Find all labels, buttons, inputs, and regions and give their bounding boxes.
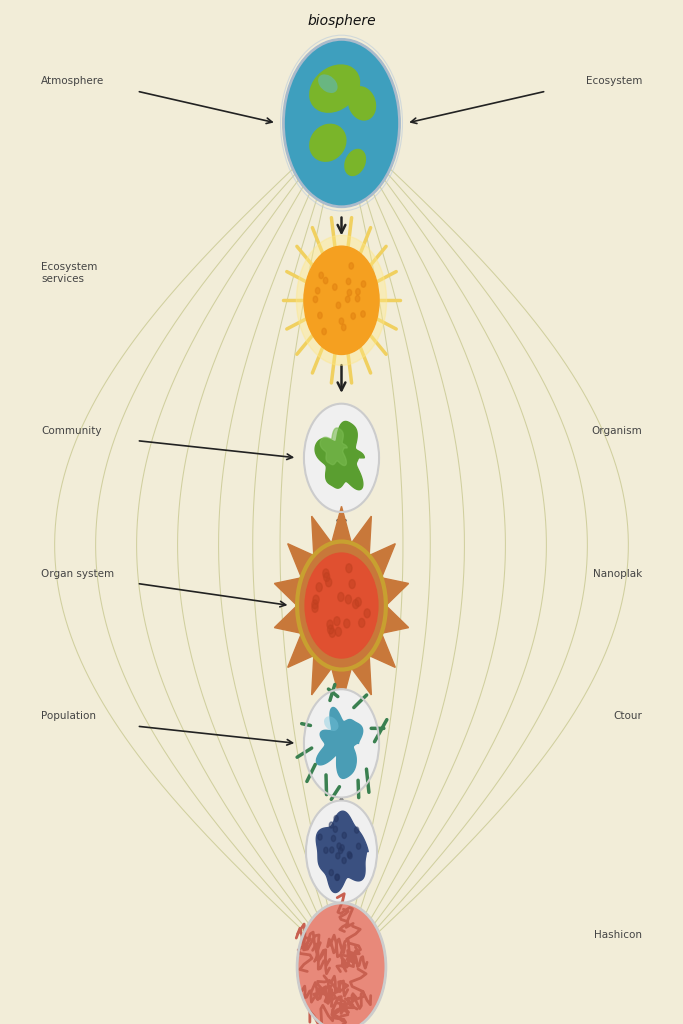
Text: Ecosystem
services: Ecosystem services [41,262,98,284]
Circle shape [355,295,360,302]
Circle shape [361,281,365,288]
Polygon shape [316,811,368,893]
Circle shape [357,843,361,849]
Text: Population: Population [41,712,96,721]
Text: Hashicon: Hashicon [594,930,642,940]
Ellipse shape [344,148,366,176]
Circle shape [322,329,326,335]
Circle shape [337,843,342,849]
Circle shape [348,853,352,859]
Circle shape [335,874,339,881]
Circle shape [361,310,365,317]
Text: Organ system: Organ system [41,568,114,579]
Circle shape [346,564,352,572]
Circle shape [339,317,344,325]
Circle shape [338,593,344,601]
Circle shape [356,289,360,295]
Polygon shape [320,428,347,466]
Circle shape [329,629,335,637]
Circle shape [319,272,324,279]
Circle shape [334,815,338,821]
Circle shape [335,874,339,881]
Circle shape [312,603,318,612]
Ellipse shape [348,86,376,121]
Circle shape [316,288,320,294]
Circle shape [304,403,379,512]
Circle shape [334,616,340,626]
Ellipse shape [309,124,346,162]
Circle shape [339,848,343,854]
Text: Community: Community [41,426,102,436]
Circle shape [354,827,359,834]
Text: biosphere: biosphere [307,13,376,28]
Circle shape [344,620,350,628]
Text: Ctour: Ctour [613,712,642,721]
Circle shape [323,278,328,284]
Circle shape [313,595,319,604]
Circle shape [305,553,378,658]
Circle shape [324,572,330,582]
Circle shape [331,836,335,842]
Circle shape [335,628,342,636]
Circle shape [349,263,354,269]
Circle shape [323,569,329,578]
Ellipse shape [318,75,337,93]
Polygon shape [316,708,363,778]
Circle shape [304,689,379,798]
Circle shape [342,325,346,331]
Circle shape [329,822,333,828]
Text: Organism: Organism [591,426,642,436]
Circle shape [342,857,346,863]
Text: Atmosphere: Atmosphere [41,76,104,86]
Ellipse shape [309,65,360,113]
Circle shape [306,801,377,903]
Circle shape [326,578,332,587]
Circle shape [312,600,318,609]
Circle shape [328,625,334,634]
Circle shape [349,580,355,589]
Circle shape [283,39,400,207]
Circle shape [324,847,328,853]
Circle shape [347,852,352,858]
Circle shape [364,609,370,617]
Circle shape [296,236,387,366]
Circle shape [359,618,365,628]
Circle shape [351,313,355,319]
Circle shape [352,600,359,608]
Circle shape [327,620,333,629]
Circle shape [347,290,352,296]
Circle shape [297,903,386,1024]
Circle shape [304,246,379,354]
Circle shape [346,279,351,285]
Text: Nanoplak: Nanoplak [593,568,642,579]
Circle shape [333,284,337,291]
Circle shape [330,847,334,853]
Ellipse shape [324,717,339,731]
Text: Ecosystem: Ecosystem [585,76,642,86]
Circle shape [318,834,322,840]
Circle shape [329,869,333,876]
Circle shape [355,597,361,606]
Polygon shape [315,422,365,489]
Circle shape [333,826,337,833]
Circle shape [345,595,352,604]
Circle shape [316,583,322,592]
Circle shape [340,845,344,851]
Circle shape [336,853,340,859]
Circle shape [336,302,341,308]
Circle shape [342,833,346,839]
Polygon shape [275,506,408,705]
Circle shape [346,296,350,302]
Circle shape [313,296,318,303]
Circle shape [318,312,322,318]
